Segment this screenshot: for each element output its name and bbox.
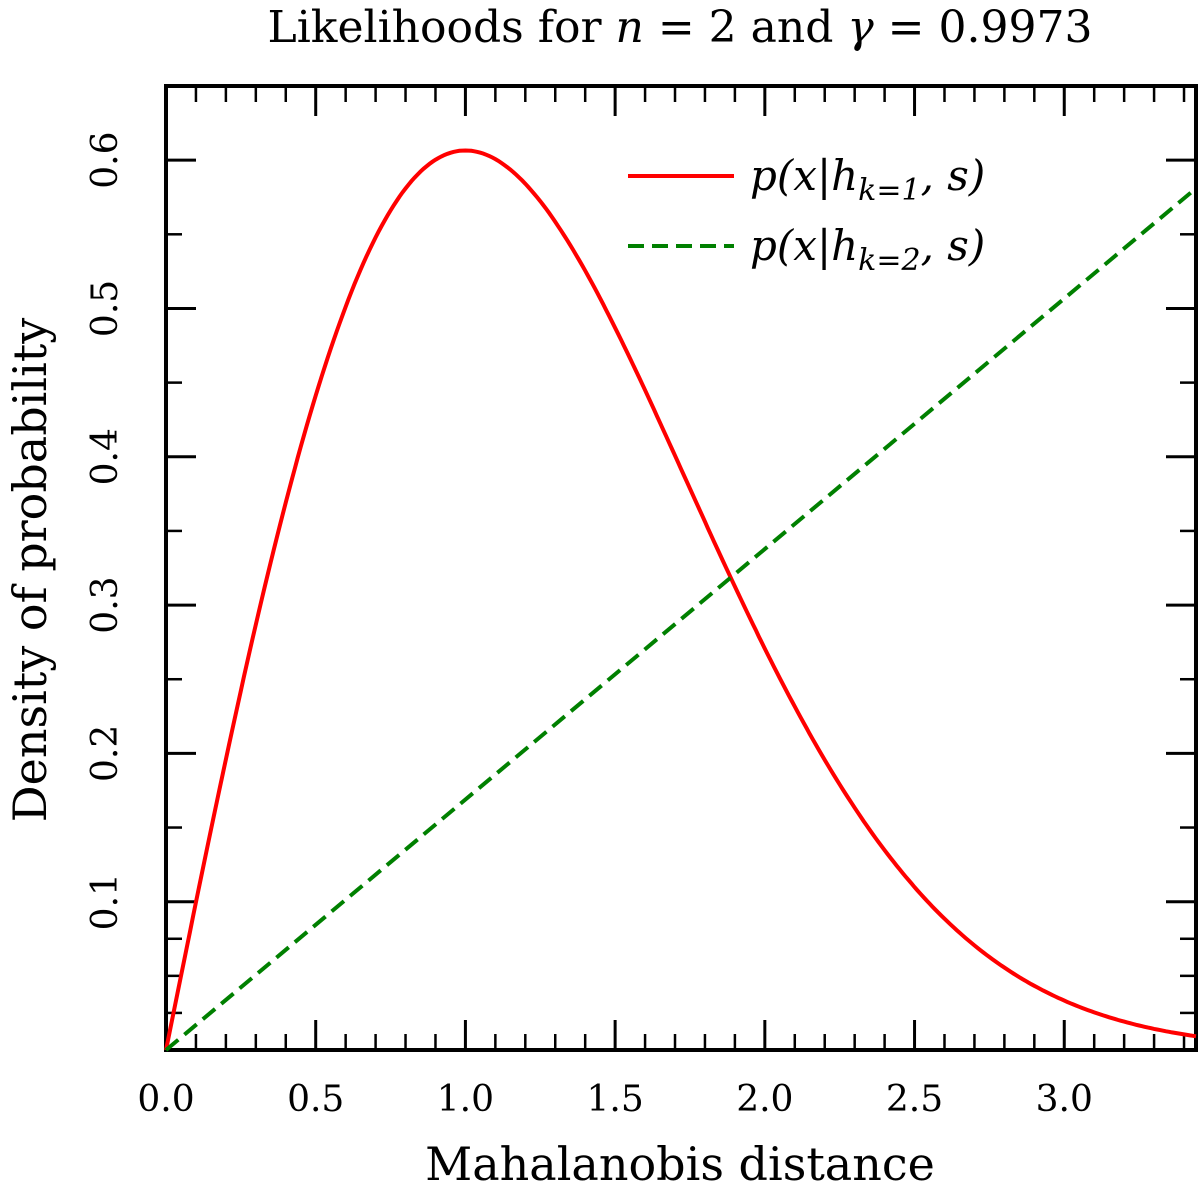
chart-title-text: Likelihoods for n = 2 and γ = 0.9973 bbox=[268, 2, 1093, 53]
x-tick-label: 1.0 bbox=[437, 1079, 494, 1120]
y-tick-label: 0.5 bbox=[85, 280, 126, 337]
x-tick-label: 0.0 bbox=[137, 1079, 194, 1120]
series-k2-line bbox=[164, 186, 1198, 1052]
x-tick-label: 0.5 bbox=[287, 1079, 344, 1120]
y-tick-label: 0.6 bbox=[85, 132, 126, 189]
x-tick-label: 2.0 bbox=[736, 1079, 793, 1120]
y-tick-label: 0.2 bbox=[85, 725, 126, 782]
legend-k2-label: p(x|hk=2, s) bbox=[750, 221, 985, 278]
y-tick-label: 0.4 bbox=[85, 428, 126, 485]
legend-k1-label: p(x|hk=1, s) bbox=[750, 151, 985, 208]
y-axis-label: Density of probability bbox=[3, 318, 57, 823]
y-tick-label: 0.3 bbox=[85, 576, 126, 633]
y-tick-label: 0.1 bbox=[85, 873, 126, 930]
chart-title: Likelihoods for n = 2 and γ = 0.9973 bbox=[268, 2, 1093, 53]
x-tick-label: 1.5 bbox=[586, 1079, 643, 1120]
series-k1-line bbox=[164, 148, 1197, 1051]
x-tick-label: 3.0 bbox=[1036, 1079, 1093, 1120]
x-axis-label: Mahalanobis distance bbox=[425, 1137, 935, 1183]
plot-frame bbox=[164, 84, 1198, 1052]
x-tick-label: 2.5 bbox=[886, 1079, 943, 1120]
